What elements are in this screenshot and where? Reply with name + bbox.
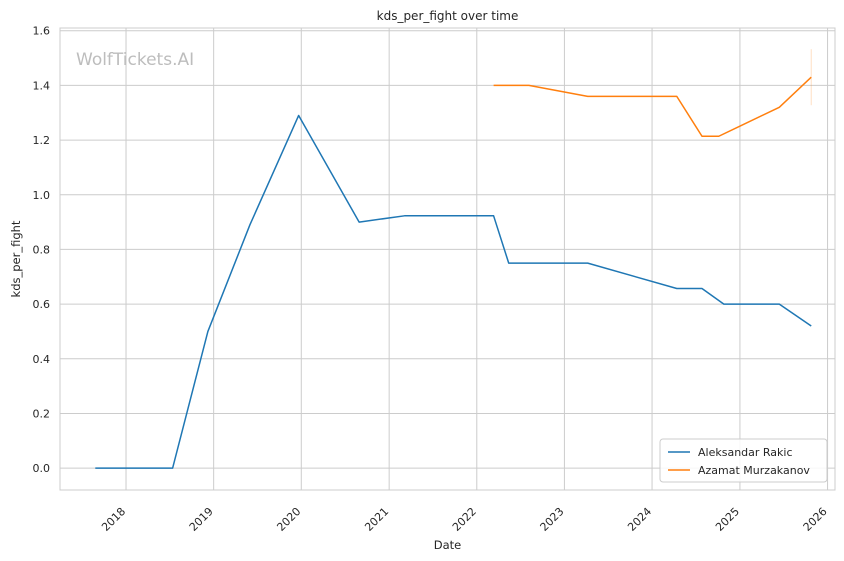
legend-label: Aleksandar Rakic bbox=[698, 446, 793, 459]
chart-title: kds_per_fight over time bbox=[377, 9, 519, 23]
y-tick-label: 0.2 bbox=[33, 407, 51, 420]
y-tick-label: 0.0 bbox=[33, 462, 51, 475]
legend-label: Azamat Murzakanov bbox=[698, 464, 810, 477]
y-tick-label: 1.0 bbox=[33, 189, 51, 202]
y-tick-label: 1.4 bbox=[33, 79, 51, 92]
grid-lines bbox=[60, 28, 835, 490]
watermark-text: WolfTickets.AI bbox=[76, 50, 194, 70]
y-tick-label: 0.8 bbox=[33, 243, 51, 256]
series-layer bbox=[95, 49, 812, 469]
series-line bbox=[95, 114, 812, 469]
y-tick-label: 1.6 bbox=[33, 25, 51, 38]
x-axis-title: Date bbox=[434, 538, 462, 552]
plot-area bbox=[59, 27, 836, 491]
y-tick-label: 1.2 bbox=[33, 134, 51, 147]
legend-box bbox=[659, 438, 828, 483]
legend: Aleksandar Rakic Azamat Murzakanov bbox=[659, 438, 828, 483]
y-axis: 0.0 0.2 0.4 0.6 0.8 1.0 1.2 1.4 1.6 bbox=[33, 25, 51, 475]
y-axis-title: kds_per_fight bbox=[9, 220, 23, 297]
series-line bbox=[493, 76, 812, 138]
y-tick-label: 0.6 bbox=[33, 298, 51, 311]
y-tick-label: 0.4 bbox=[33, 353, 51, 366]
